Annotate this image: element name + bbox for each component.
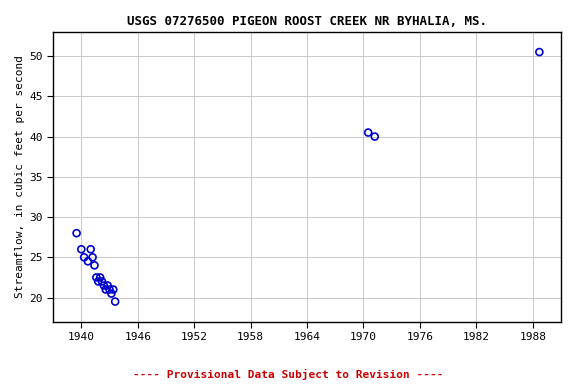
Point [88, 254, 97, 260]
Point [101, 286, 111, 293]
Point [92, 274, 101, 280]
Point [97, 278, 107, 285]
Y-axis label: Streamflow, in cubic feet per second: Streamflow, in cubic feet per second [15, 55, 25, 298]
Point [86, 246, 95, 252]
Point [72, 230, 81, 236]
Text: ---- Provisional Data Subject to Revision ----: ---- Provisional Data Subject to Revisio… [132, 369, 444, 380]
Point [90, 262, 99, 268]
Point [99, 282, 108, 288]
Point [96, 274, 105, 280]
Point [535, 49, 544, 55]
Point [84, 258, 93, 265]
Title: USGS 07276500 PIGEON ROOST CREEK NR BYHALIA, MS.: USGS 07276500 PIGEON ROOST CREEK NR BYHA… [127, 15, 487, 28]
Point [103, 282, 112, 288]
Point [111, 298, 120, 305]
Point [105, 286, 114, 293]
Point [107, 290, 116, 296]
Point [109, 286, 118, 293]
Point [94, 278, 103, 285]
Point [77, 246, 86, 252]
Point [363, 129, 373, 136]
Point [79, 254, 89, 260]
Point [370, 134, 380, 140]
